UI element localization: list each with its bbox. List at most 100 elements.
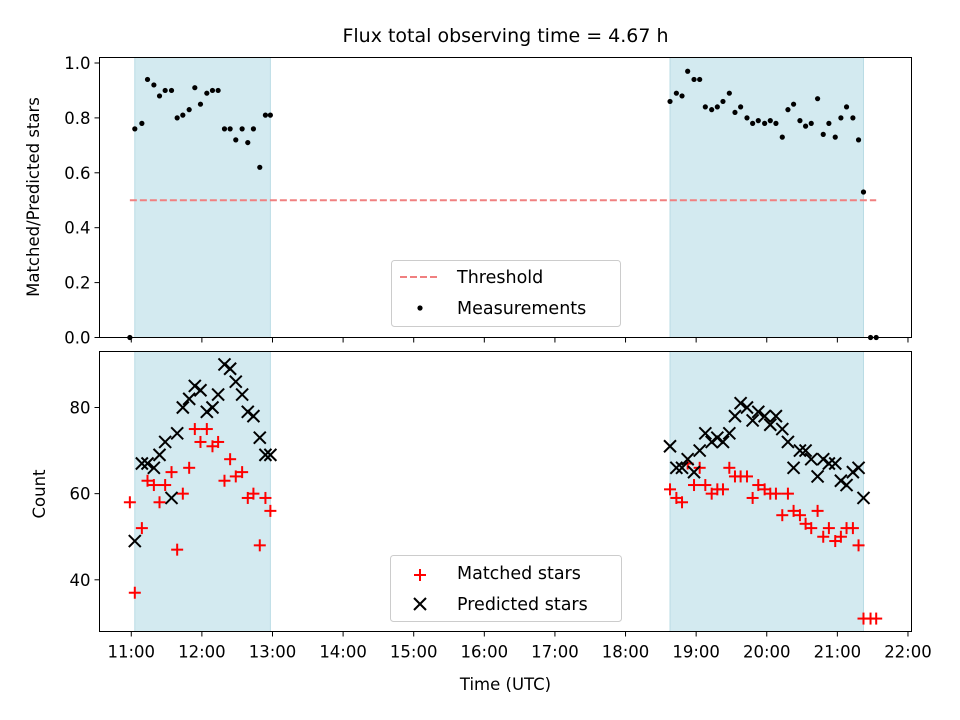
predicted-star-stroke: [769, 409, 783, 423]
predicted-star-stroke: [176, 400, 190, 415]
predicted-star-stroke: [235, 387, 249, 402]
predicted-star-point: [687, 465, 701, 479]
predicted-star-point: [786, 461, 801, 475]
measurement-point: [779, 134, 785, 140]
predicted-star-stroke: [158, 435, 172, 449]
bottom-panel-marks: [123, 357, 883, 625]
matched-star-point: [787, 504, 800, 517]
matched-star-point: [740, 470, 753, 483]
measurement-point: [691, 76, 697, 83]
predicted-star-point: [698, 426, 713, 441]
predicted-star-point: [810, 469, 825, 484]
top-y-tick-label: 1.0: [64, 54, 90, 73]
predicted-star-stroke: [663, 439, 677, 453]
matched-star-point: [834, 530, 847, 543]
top-observing-window: [134, 57, 271, 338]
measurement-point: [832, 134, 838, 140]
matched-star-point: [822, 522, 835, 535]
top-y-tick-label: 0.8: [64, 109, 90, 128]
measurement-point: [245, 139, 251, 146]
predicted-star-stroke: [856, 491, 871, 505]
predicted-star-stroke: [152, 448, 167, 462]
predicted-star-point: [769, 409, 783, 423]
predicted-star-point: [182, 392, 196, 406]
matched-star-point: [183, 461, 196, 474]
predicted-star-point: [205, 400, 220, 415]
matched-star-point: [846, 522, 859, 535]
matched-star-point: [147, 479, 160, 492]
predicted-star-stroke: [205, 400, 220, 415]
predicted-star-stroke: [140, 456, 155, 471]
legend-measurements-label: Measurements: [457, 299, 586, 319]
top-y-tick-label: 0.0: [64, 329, 90, 348]
matched-star-point: [793, 509, 806, 522]
predicted-star-stroke: [258, 448, 273, 462]
predicted-star-stroke: [716, 435, 730, 449]
matched-star-point: [247, 487, 260, 500]
top-panel-ticks: 0.0 0.2 0.4 0.6 0.8 1.0: [64, 54, 909, 348]
predicted-star-point: [757, 409, 772, 423]
predicted-star-stroke: [669, 461, 684, 475]
predicted-star-point: [258, 448, 273, 462]
measurement-point: [838, 115, 844, 121]
matched-star-point: [236, 466, 249, 479]
x-tick-label: 11:00: [107, 643, 155, 662]
predicted-star-point: [164, 491, 179, 505]
predicted-star-stroke: [223, 362, 237, 376]
matched-star-point: [264, 504, 277, 517]
predicted-star-stroke: [798, 443, 813, 458]
predicted-star-point: [793, 443, 807, 458]
predicted-star-point: [763, 418, 777, 432]
predicted-star-point: [158, 435, 172, 449]
bottom-legend-box: [390, 555, 622, 622]
predicted-star-point: [135, 456, 149, 471]
bottom-y-tick-label: 40: [70, 571, 91, 590]
predicted-star-stroke: [851, 461, 866, 475]
measurement-point: [192, 85, 198, 91]
x-tick-label: 16:00: [461, 643, 509, 662]
measurement-point: [204, 90, 210, 96]
measurement-point: [267, 112, 273, 118]
measurement-point: [850, 115, 856, 121]
measurement-point: [151, 82, 157, 88]
x-tick-label: 19:00: [672, 643, 720, 662]
matched-star-point: [776, 509, 789, 522]
predicted-star-stroke: [781, 435, 795, 449]
predicted-star-point: [839, 478, 854, 492]
measurement-point: [174, 115, 180, 121]
predicted-star-point: [223, 362, 237, 376]
predicted-star-point: [798, 443, 813, 458]
predicted-star-point: [235, 387, 249, 402]
measurement-point: [762, 120, 768, 126]
x-tick-label: 15:00: [390, 643, 438, 662]
predicted-star-stroke: [229, 374, 243, 389]
predicted-star-point: [851, 461, 866, 475]
bottom-panel-ticks: 11:00 12:00 13:00 14:00 15:00 16:00 17:00 18:00…: [70, 399, 932, 662]
predicted-star-point: [745, 413, 760, 428]
measurement-point: [168, 87, 175, 94]
bottom-y-tick-label: 60: [70, 485, 91, 504]
bottom-y-tick-label: 80: [70, 399, 91, 418]
x-tick-label: 12:00: [178, 643, 226, 662]
measurement-point: [221, 126, 228, 132]
measurement-point: [685, 68, 691, 74]
matched-star-point: [781, 487, 794, 500]
matched-star-point: [165, 466, 178, 479]
measurement-point: [808, 120, 814, 126]
predicted-star-point: [669, 461, 684, 475]
measurement-point: [144, 76, 151, 83]
legend-measurements-swatch: [417, 305, 423, 311]
matched-star-point: [664, 483, 677, 496]
matched-star-point: [200, 423, 213, 436]
predicted-star-point: [733, 396, 748, 410]
matched-star-point: [212, 435, 225, 448]
top-legend-box: [391, 260, 621, 327]
matched-star-point: [852, 539, 865, 552]
measurement-point: [250, 126, 257, 132]
top-panel-frame: [99, 57, 912, 338]
matched-star-point: [870, 612, 883, 625]
predicted-star-point: [740, 400, 754, 415]
chart-title: Flux total observing time = 4.67 h: [342, 25, 668, 47]
predicted-star-stroke: [182, 392, 196, 406]
